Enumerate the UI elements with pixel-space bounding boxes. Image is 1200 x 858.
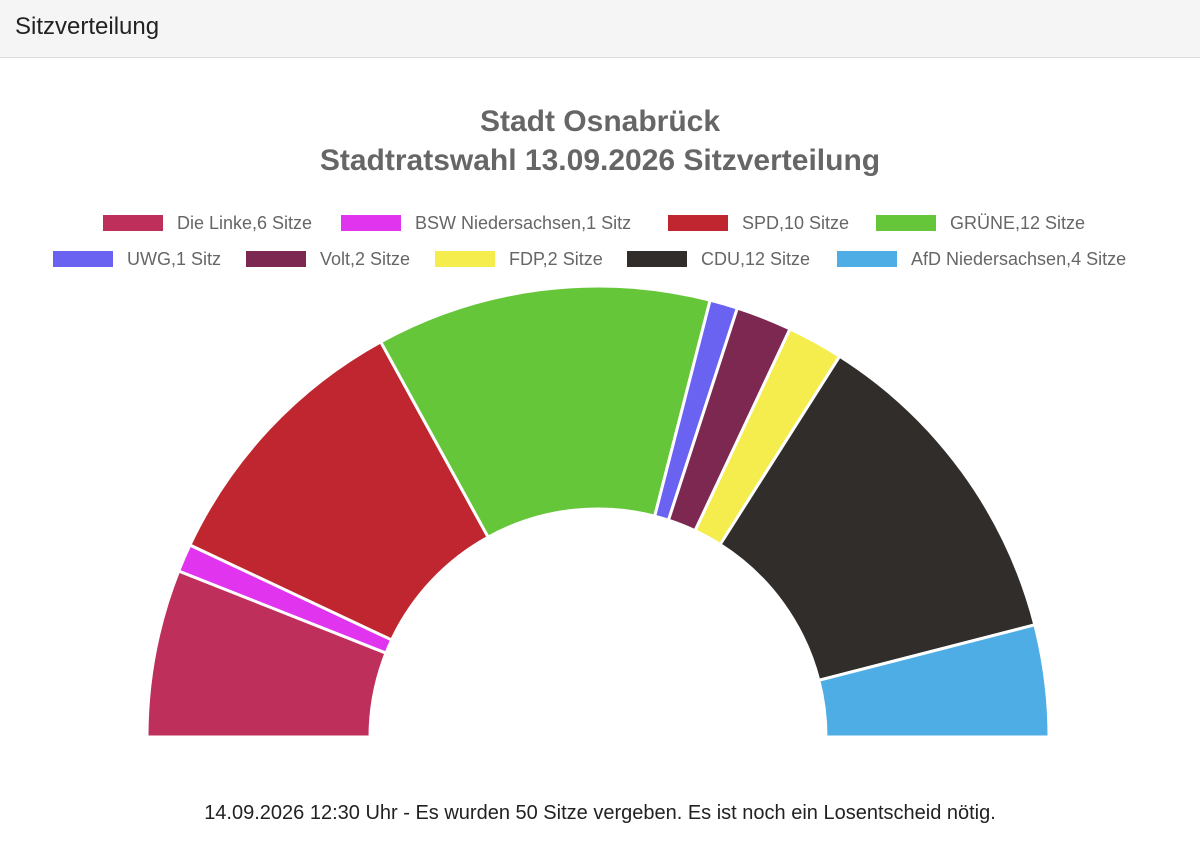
legend-item-bsw[interactable]: BSW Niedersachsen,1 Sitz: [341, 211, 631, 235]
segment-afd-niedersachsen[interactable]: [817, 623, 1051, 739]
legend-label: SPD,10 Sitze: [742, 212, 850, 233]
segment-grune[interactable]: [379, 284, 712, 539]
legend-item-gruene[interactable]: GRÜNE,12 Sitze: [876, 211, 1085, 235]
footer-note: 14.09.2026 12:30 Uhr - Es wurden 50 Sitz…: [204, 802, 996, 824]
panel-title: Sitzverteilung: [15, 13, 160, 40]
legend-swatch: [876, 215, 936, 231]
legend-label: Die Linke,6 Sitze: [177, 212, 313, 233]
legend-item-uwg[interactable]: UWG,1 Sitz: [53, 247, 221, 271]
legend-label: GRÜNE,12 Sitze: [950, 212, 1086, 233]
legend-item-fdp[interactable]: FDP,2 Sitze: [435, 247, 603, 271]
legend-swatch: [627, 251, 687, 267]
legend-swatch: [103, 215, 163, 231]
legend-swatch: [53, 251, 113, 267]
chart-subtitle: Stadtratswahl 13.09.2026 Sitzverteilung: [319, 144, 881, 177]
chart-title: Stadt Osnabrück: [479, 105, 721, 138]
legend-item-die-linke[interactable]: Die Linke,6 Sitze: [103, 211, 312, 235]
legend-label: UWG,1 Sitz: [127, 248, 222, 269]
legend-item-cdu[interactable]: CDU,12 Sitze: [627, 247, 810, 271]
legend-item-afd[interactable]: AfD Niedersachsen,4 Sitze: [837, 247, 1126, 271]
legend-swatch: [341, 215, 401, 231]
legend-swatch: [246, 251, 306, 267]
legend-label: FDP,2 Sitze: [509, 248, 603, 269]
legend-label: BSW Niedersachsen,1 Sitz: [415, 212, 632, 233]
legend-swatch: [668, 215, 728, 231]
legend-item-volt[interactable]: Volt,2 Sitze: [246, 247, 410, 271]
segment-cdu[interactable]: [718, 354, 1037, 682]
legend-swatch: [435, 251, 495, 267]
legend-label: Volt,2 Sitze: [320, 248, 411, 269]
panel-header: Sitzverteilung: [0, 0, 1200, 58]
legend-item-spd[interactable]: SPD,10 Sitze: [668, 211, 849, 235]
legend-label: AfD Niedersachsen,4 Sitze: [911, 248, 1127, 269]
legend-label: CDU,12 Sitze: [701, 248, 811, 269]
segment-spd[interactable]: [188, 340, 490, 642]
legend-swatch: [837, 251, 897, 267]
